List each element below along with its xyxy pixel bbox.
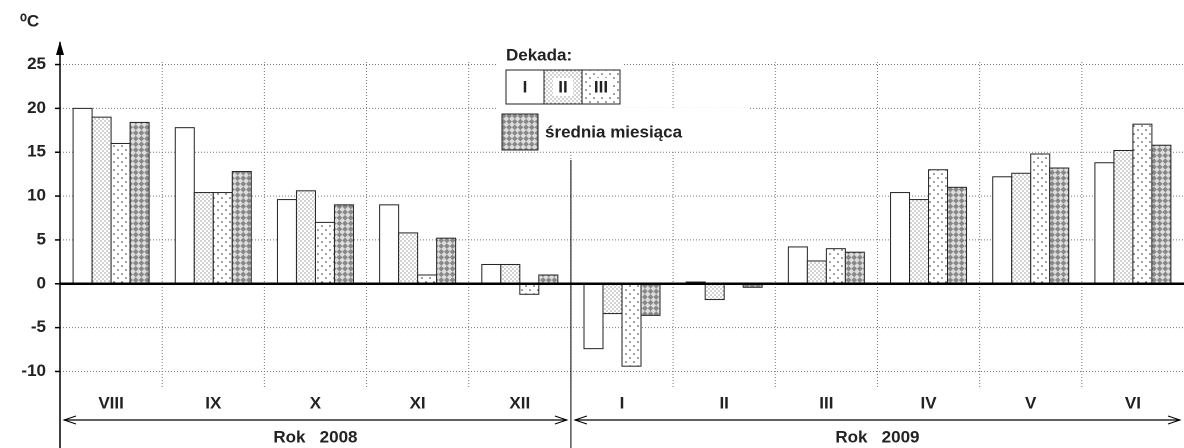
x-tick-label: I [620,393,625,412]
bar [500,263,521,285]
bar [640,283,661,316]
x-tick-label: XII [509,393,530,412]
y-axis-label: ⁰C [20,11,39,30]
legend-title: Dekada: [506,45,572,64]
y-axis-arrow [56,41,64,55]
y-tick-label: 0 [37,273,46,292]
bar [519,283,540,295]
y-tick-label: 5 [37,229,46,248]
y-tick-label: 10 [27,186,46,205]
bar [1113,149,1134,285]
y-tick-label: 25 [27,54,46,73]
bar [621,283,642,367]
bar [212,192,233,285]
bar [91,116,112,285]
bar [481,263,502,285]
bar [806,260,827,285]
bar [398,232,419,285]
bar [538,274,559,285]
bar [295,190,316,285]
bar [583,283,604,350]
legend-label: II [558,77,567,96]
bar [787,246,808,285]
y-tick-label: 15 [27,142,46,161]
bar [890,192,911,285]
bar [231,171,252,285]
legend-label: średnia miesiąca [545,122,683,141]
bar [928,169,949,285]
x-tick-label: VIII [98,393,124,412]
x-tick-label: V [1025,393,1037,412]
x-tick-label: II [719,393,728,412]
bar [193,192,214,285]
bar [417,274,438,285]
arrow-head [1167,415,1182,425]
bar [436,237,457,285]
y-tick-label: -10 [21,361,46,380]
legend-bg [498,108,748,150]
bar [276,199,297,285]
bar [947,186,968,285]
bar [602,283,623,315]
x-tick-label: IX [205,393,222,412]
group-label: Rok 2008 [273,427,357,446]
bar [1011,172,1032,285]
x-tick-label: III [819,393,833,412]
bar [704,283,725,301]
bar [909,199,930,285]
legend-label-bg [515,78,535,96]
legend-label-bg [591,78,611,96]
x-tick-label: X [310,393,322,412]
y-tick-label: -5 [31,317,46,336]
bar [825,248,846,285]
x-tick-label: XI [410,393,426,412]
bar [314,221,335,285]
legend-swatch [501,113,539,151]
bars [72,107,1172,367]
bar [844,251,865,285]
bar [72,107,93,285]
bar [333,204,354,285]
x-tick-label: VI [1125,393,1141,412]
bar [379,204,400,285]
x-tick-label: IV [921,393,938,412]
bar [129,121,150,285]
arrow-head [554,415,569,425]
bar [1132,123,1153,285]
bar [1151,144,1172,285]
legend-label: III [594,77,608,96]
legend-label-bg [553,78,573,96]
group-label: Rok 2009 [835,427,919,446]
bar [174,127,195,285]
bar [1030,153,1051,285]
bar [1094,162,1115,285]
arrow-head [62,415,77,425]
bar [110,142,131,285]
y-tick-label: 20 [27,98,46,117]
arrow-head [573,415,588,425]
bar [992,176,1013,285]
legend-label: I [523,77,528,96]
bar [1049,167,1070,285]
